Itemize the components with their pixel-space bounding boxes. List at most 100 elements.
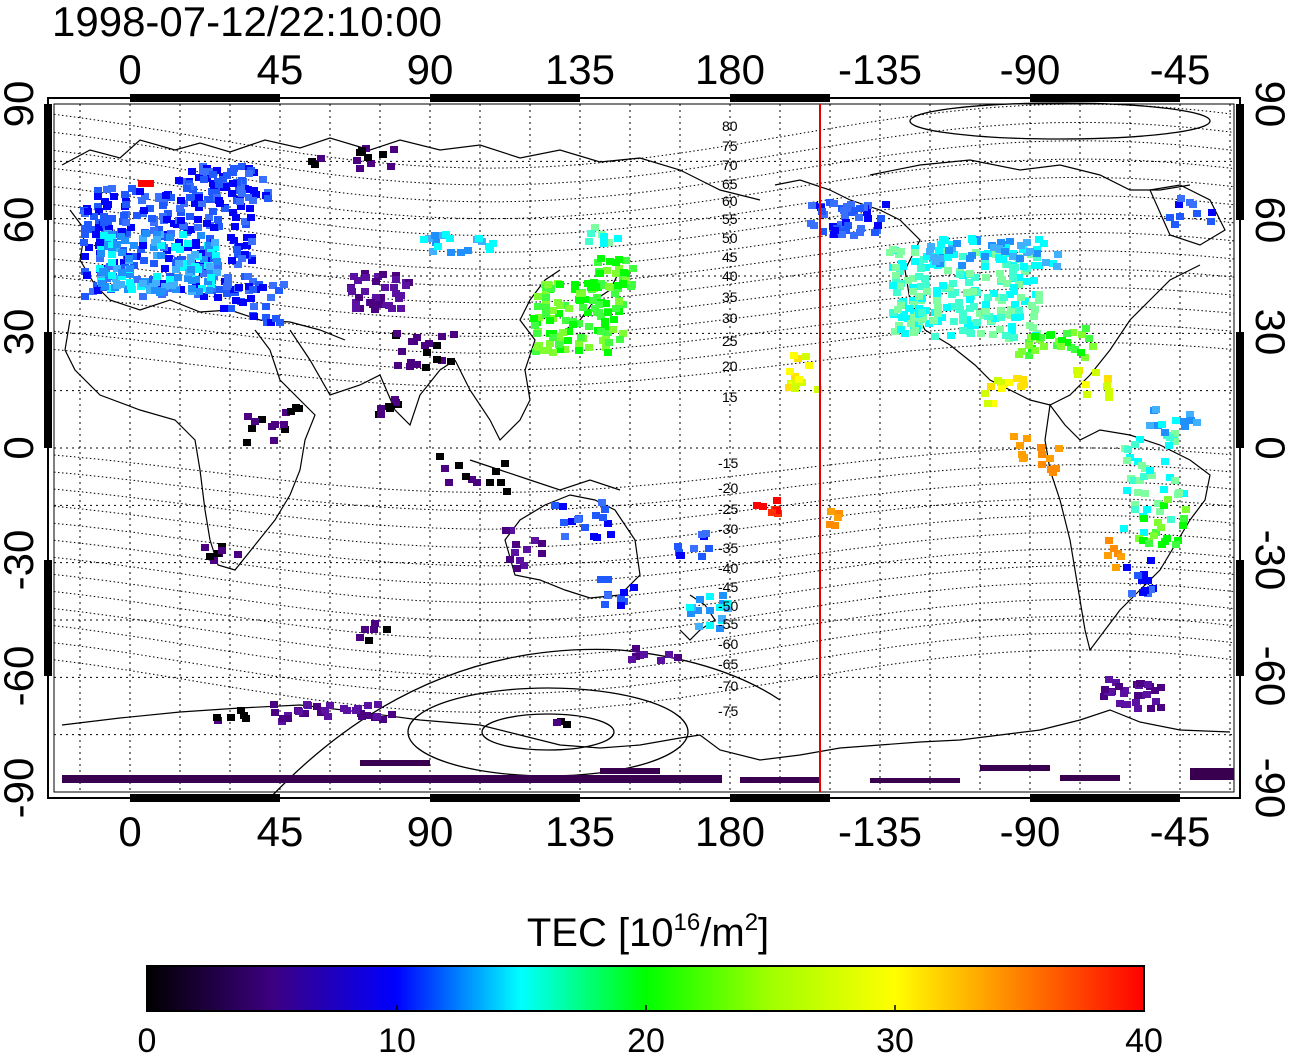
tec-sample	[1073, 367, 1081, 374]
tec-sample	[1172, 541, 1180, 548]
tec-sample	[280, 421, 288, 428]
tec-sample	[1003, 261, 1011, 268]
tec-sample	[976, 310, 984, 317]
tec-sample	[706, 593, 714, 600]
tec-sample	[1002, 332, 1010, 339]
tec-sample	[148, 215, 156, 222]
tec-sample	[814, 386, 822, 393]
lon-tick-label: 45	[257, 46, 304, 93]
tec-sample	[575, 340, 583, 347]
tec-sample	[995, 245, 1003, 252]
lat-tick-label: -30	[0, 530, 42, 591]
tec-sample	[938, 314, 946, 321]
tec-sample	[600, 768, 660, 774]
tec-sample	[1023, 278, 1031, 285]
tec-sample	[150, 260, 158, 267]
tec-sample	[695, 623, 703, 630]
tec-sample	[252, 191, 260, 198]
tec-sample	[1180, 490, 1188, 497]
tec-sample	[615, 298, 623, 305]
tec-sample	[244, 413, 252, 420]
tec-sample	[870, 778, 960, 783]
tec-sample	[317, 155, 325, 162]
tec-sample	[118, 228, 126, 235]
tec-sample	[1089, 343, 1097, 350]
tec-sample	[857, 225, 865, 232]
tec-sample	[214, 286, 222, 293]
colorbar-ticks	[396, 1005, 896, 1011]
tec-sample	[187, 226, 195, 233]
tec-sample	[516, 557, 524, 564]
tec-sample	[1140, 529, 1148, 536]
tec-sample	[601, 601, 609, 608]
tec-sample	[838, 231, 846, 238]
tec-sample	[1138, 462, 1146, 469]
tec-sample	[103, 186, 111, 193]
tec-sample	[201, 544, 209, 551]
tec-sample	[420, 236, 428, 243]
tec-sample	[200, 168, 208, 175]
map-title: 1998-07-12/22:10:00	[52, 0, 442, 45]
tec-sample	[989, 331, 997, 338]
tec-sample	[556, 346, 564, 353]
tec-sample	[421, 342, 429, 349]
tec-sample	[167, 194, 175, 201]
tec-sample	[157, 252, 165, 259]
tec-sample	[179, 222, 187, 229]
tec-sample	[243, 439, 251, 446]
tec-sample	[827, 508, 835, 515]
tec-sample	[213, 714, 221, 721]
tec-sample	[406, 363, 414, 370]
tec-sample	[546, 317, 554, 324]
tec-sample	[850, 207, 858, 214]
magnetic-contour	[53, 341, 1235, 388]
magnetic-contour	[53, 305, 1235, 354]
tec-sample	[267, 319, 275, 326]
tec-sample	[594, 259, 602, 266]
tec-sample	[237, 184, 245, 191]
lon-tick-label: 90	[407, 46, 454, 93]
tec-sample	[590, 279, 598, 286]
tec-sample	[915, 293, 923, 300]
tec-sample	[207, 196, 215, 203]
tec-sample	[205, 214, 213, 221]
tec-sample	[224, 274, 232, 281]
tec-sample	[716, 604, 724, 611]
lat-tick-label: 0	[1247, 436, 1292, 459]
tec-sample	[85, 244, 93, 251]
tec-sample	[971, 274, 979, 281]
tec-sample	[1190, 768, 1234, 780]
mlat-label: -45	[718, 579, 738, 595]
tec-sample	[842, 227, 850, 234]
tec-sample	[611, 290, 619, 297]
lat-tick-label: 90	[0, 81, 42, 128]
colorbar-tick-label: 20	[627, 1022, 665, 1057]
tec-sample	[442, 231, 450, 238]
tec-sample	[1046, 455, 1054, 462]
tec-sample	[555, 341, 563, 348]
tec-sample	[84, 221, 92, 228]
tec-sample	[897, 248, 905, 255]
tec-sample	[1060, 775, 1120, 781]
tec-sample	[569, 321, 577, 328]
tec-sample	[889, 282, 897, 289]
tec-sample	[724, 600, 732, 607]
tec-sample	[596, 270, 604, 277]
tec-data-points	[62, 145, 1234, 783]
tec-sample	[247, 214, 255, 221]
tec-sample	[219, 176, 227, 183]
tec-sample	[997, 307, 1005, 314]
tec-sample	[1131, 506, 1139, 513]
tec-sample	[1134, 692, 1142, 699]
tec-sample	[1207, 218, 1215, 225]
tec-sample	[1003, 280, 1011, 287]
tec-sample	[163, 216, 171, 223]
tec-sample	[597, 255, 605, 262]
tec-sample	[977, 330, 985, 337]
tec-sample	[943, 304, 951, 311]
tec-sample	[213, 269, 221, 276]
tec-sample	[1147, 705, 1155, 712]
tec-sample	[200, 176, 208, 183]
magnetic-contour	[53, 481, 1235, 530]
tec-sample	[546, 330, 554, 337]
